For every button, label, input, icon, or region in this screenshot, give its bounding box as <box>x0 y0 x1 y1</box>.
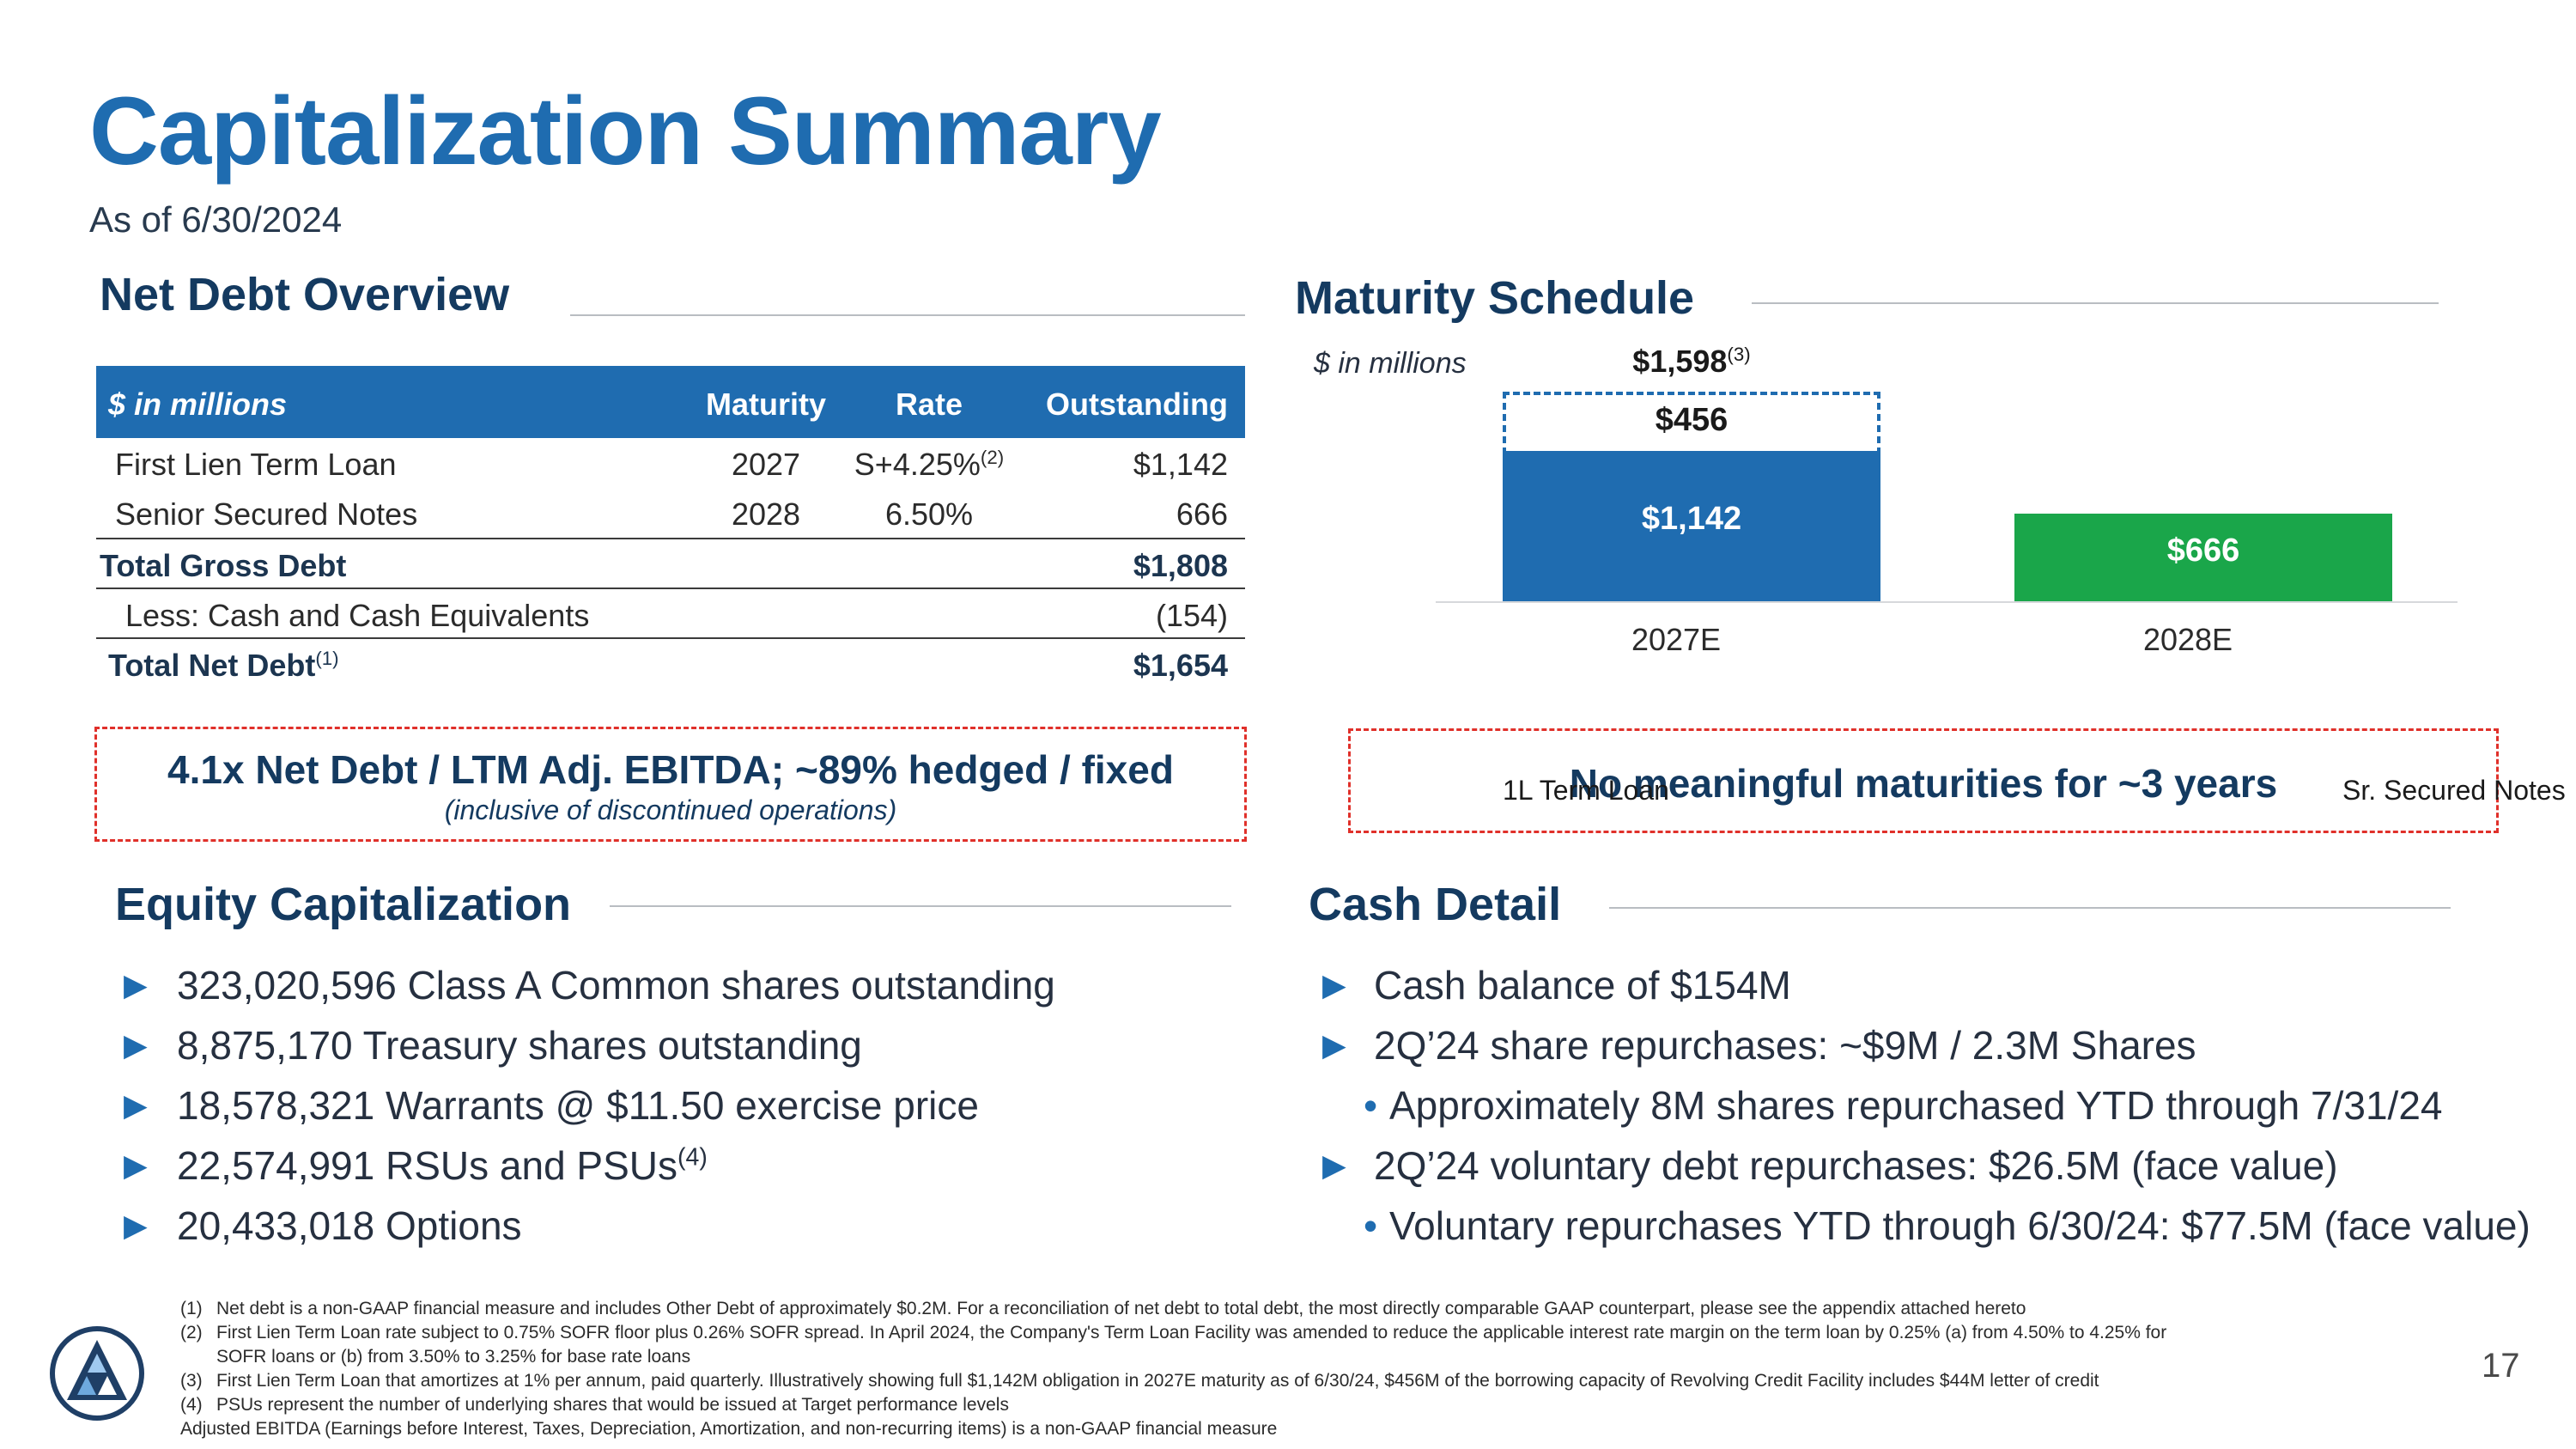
arrow-bullet-icon: ▶ <box>124 1087 148 1123</box>
footnote: (4) PSUs represent the number of underlyi… <box>180 1395 1009 1415</box>
bar-term-loan-2027: $1,142 <box>1503 451 1880 601</box>
bar-notes-label: $666 <box>2166 533 2240 569</box>
company-logo <box>48 1324 146 1422</box>
table-row: Less: Cash and Cash Equivalents (154) <box>96 588 1245 637</box>
x-tick-2028E: 2028E <box>2142 622 2233 657</box>
page-number: 17 <box>2482 1347 2520 1385</box>
list-item: ▶ 2Q’24 voluntary debt repurchases: $26.5… <box>1322 1143 2338 1188</box>
row-rate: 6.50% <box>884 496 974 532</box>
list-item: ▶ 8,875,170 Treasury shares outstanding <box>124 1023 862 1068</box>
row-maturity: 2027 <box>731 447 801 482</box>
footnote: (2) First Lien Term Loan rate subject to … <box>180 1323 2167 1342</box>
row-label: Total Net Debt(1) <box>108 648 339 683</box>
list-item: ▶ 323,020,596 Class A Common shares outst… <box>124 963 1055 1008</box>
row-label: Senior Secured Notes <box>115 496 418 532</box>
list-item: ▶ 22,574,991 RSUs and PSUs(4) <box>124 1143 708 1188</box>
table-header: $ in millions Maturity Rate Outstanding <box>96 366 1245 438</box>
row-outstanding: $1,142 <box>1133 447 1228 482</box>
x-tick-2027E: 2027E <box>1631 622 1722 657</box>
maturity-heading: Maturity Schedule <box>1295 272 1695 324</box>
leverage-callout: 4.1x Net Debt / LTM Adj. EBITDA; ~89% he… <box>94 727 1247 842</box>
bar-rcf-capacity: $456 <box>1503 391 1880 455</box>
list-item: ▶ 20,433,018 Options <box>124 1203 522 1248</box>
outstanding-header: Outstanding <box>1046 387 1228 422</box>
footnote-ref: (1) <box>315 648 339 669</box>
table-row: First Lien Term Loan 2027 S+4.25%(2) $1,… <box>96 438 1245 488</box>
dot-bullet-icon: • <box>1364 1203 1378 1248</box>
arrow-bullet-icon: ▶ <box>1322 967 1346 1002</box>
footnote-ref: (2) <box>980 447 1005 468</box>
equity-heading: Equity Capitalization <box>115 879 572 930</box>
footnote: SOFR loans or (b) from 3.50% to 3.25% fo… <box>216 1347 691 1367</box>
leverage-callout-subtext: (inclusive of discontinued operations) <box>444 795 897 825</box>
legend-secured-notes: Sr. Secured Notes <box>2342 775 2566 806</box>
footnote-ref: (4) <box>677 1143 708 1172</box>
bar-notes-2028: $666 <box>2014 514 2392 601</box>
row-label: Less: Cash and Cash Equivalents <box>125 598 590 633</box>
row-outstanding: $1,808 <box>1133 548 1228 583</box>
footnote-ref: (3) <box>1727 343 1751 365</box>
arrow-bullet-icon: ▶ <box>1322 1148 1346 1183</box>
arrow-bullet-icon: ▶ <box>124 1148 148 1183</box>
equity-list: ▶ 323,020,596 Class A Common shares outst… <box>124 962 1240 1271</box>
arrow-bullet-icon: ▶ <box>124 1027 148 1062</box>
as-of-date: As of 6/30/2024 <box>89 199 343 240</box>
leverage-callout-text: 4.1x Net Debt / LTM Adj. EBITDA; ~89% he… <box>167 747 1174 792</box>
maturity-rule <box>1752 302 2439 304</box>
footnote: Adjusted EBITDA (Earnings before Interes… <box>180 1419 1278 1439</box>
arrow-bullet-icon: ▶ <box>1322 1027 1346 1062</box>
table-row: Senior Secured Notes 2028 6.50% 666 <box>96 488 1245 538</box>
chart-baseline <box>1436 601 2458 603</box>
row-outstanding: 666 <box>1176 496 1228 532</box>
list-subitem: • Approximately 8M shares repurchased YTD… <box>1364 1083 2443 1128</box>
maturity-chart: $1,598(3) $456 $1,142 $666 2027E 2028E <box>1436 344 2466 685</box>
equity-rule <box>610 905 1231 907</box>
table-row-total-gross: Total Gross Debt $1,808 <box>96 538 1245 588</box>
arrow-bullet-icon: ▶ <box>124 1208 148 1243</box>
row-outstanding: $1,654 <box>1133 648 1228 683</box>
row-outstanding: (154) <box>1155 598 1228 633</box>
maturity-header: Maturity <box>705 387 826 422</box>
bar-rcf-label: $456 <box>1655 401 1728 438</box>
chart-units: $ in millions <box>1314 347 1467 380</box>
list-item: ▶ 18,578,321 Warrants @ $11.50 exercise p… <box>124 1083 979 1128</box>
net-debt-rule <box>570 314 1245 316</box>
footnote: (3) First Lien Term Loan that amortizes a… <box>180 1371 2099 1391</box>
footnote: (1) Net debt is a non-GAAP financial meas… <box>180 1299 2026 1318</box>
table-row-total-net: Total Net Debt(1) $1,654 <box>96 637 1245 687</box>
row-rate: S+4.25%(2) <box>854 447 1005 482</box>
list-item: ▶ 2Q’24 share repurchases: ~$9M / 2.3M Sh… <box>1322 1023 2196 1068</box>
rate-header: Rate <box>895 387 963 422</box>
bar-total-label: $1,598(3) <box>1632 343 1751 379</box>
maturity-callout: No meaningful maturities for ~3 years <box>1348 728 2499 833</box>
dot-bullet-icon: • <box>1364 1083 1378 1128</box>
cash-list: ▶ Cash balance of $154M ▶ 2Q’24 share repu… <box>1322 962 2559 1271</box>
arrow-bullet-icon: ▶ <box>124 967 148 1002</box>
bar-term-loan-label: $1,142 <box>1641 501 1742 538</box>
row-maturity: 2028 <box>731 496 801 532</box>
list-subitem: • Voluntary repurchases YTD through 6/30/… <box>1364 1203 2530 1248</box>
list-item: ▶ Cash balance of $154M <box>1322 963 1791 1008</box>
legend-term-loan: 1L Term Loan <box>1503 775 1669 806</box>
footnotes: (1) Net debt is a non-GAAP financial meas… <box>180 1297 2499 1441</box>
row-label: Total Gross Debt <box>100 548 347 583</box>
net-debt-table: $ in millions Maturity Rate Outstanding … <box>96 366 1245 687</box>
maturity-callout-text: No meaningful maturities for ~3 years <box>1569 761 2278 806</box>
cash-heading: Cash Detail <box>1309 879 1562 930</box>
cash-rule <box>1609 907 2451 909</box>
units-header: $ in millions <box>108 387 288 422</box>
net-debt-heading: Net Debt Overview <box>100 269 510 320</box>
row-label: First Lien Term Loan <box>115 447 397 482</box>
page-title: Capitalization Summary <box>89 77 1162 185</box>
